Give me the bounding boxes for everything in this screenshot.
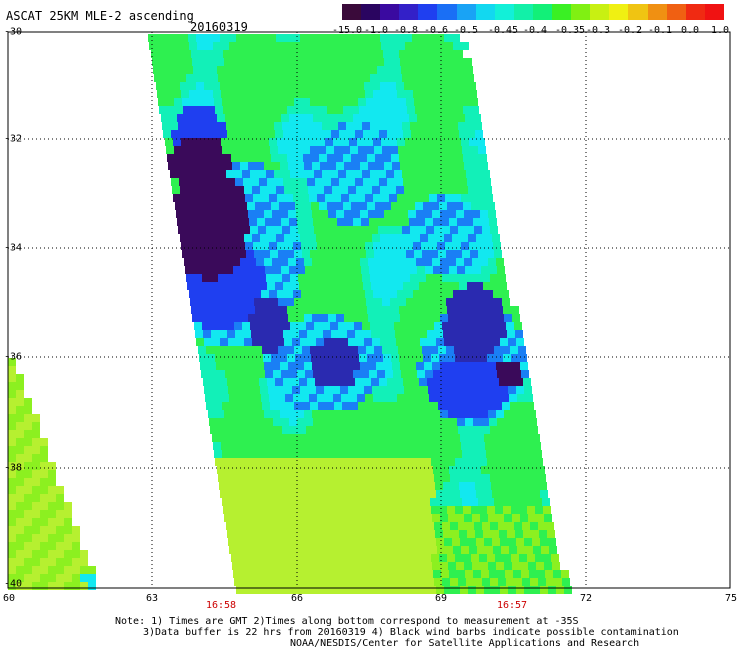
colorbar-segment [342,4,362,20]
colorbar-segment [666,4,686,20]
map-gridlines [8,32,730,588]
colorbar-segment [399,4,419,20]
colorbar-segment [628,4,648,20]
colorbar-label: -0.1 [647,25,673,36]
note-line-1: Note: 1) Times are GMT 2)Times along bot… [115,616,579,627]
left-swath [8,358,96,590]
colorbar-segment [609,4,629,20]
map-frame [7,31,731,589]
colorbar-segment [685,4,705,20]
y-tick-label: -30 [4,26,23,38]
product-date: 20160319 [190,20,248,34]
colorbar-segment [380,4,400,20]
x-tick-label: 66 [290,593,304,604]
colorbar-segment [437,4,457,20]
colorbar-label: -0.3 [585,25,611,36]
colorbar [342,4,724,20]
colorbar-label: 0.0 [680,25,700,36]
colorbar-segment [361,4,381,20]
x-tick-label: 69 [434,593,448,604]
colorbar-label: -0.2 [617,25,643,36]
swath-time-label: 16:58 [205,600,237,611]
y-tick-label: -34 [4,242,23,254]
y-tick-label: -36 [4,351,23,363]
colorbar-segment [532,4,553,20]
colorbar-label: -0.5 [453,25,479,36]
colorbar-segment [590,4,610,20]
colorbar-segment [704,4,724,20]
main-swath [148,34,572,594]
colorbar-label: -0.35 [554,25,586,36]
colorbar-segment [552,4,572,20]
colorbar-label: -0.8 [393,25,419,36]
x-tick-label: 63 [145,593,159,604]
product-title: ASCAT 25KM MLE-2 ascending [6,9,194,23]
note-line-2: 3)Data buffer is 22 hrs from 20160319 4)… [143,627,679,638]
y-tick-label: -38 [4,462,23,474]
x-tick-label: 75 [724,593,738,604]
y-tick-label: -40 [4,578,23,590]
colorbar-segment [456,4,476,20]
colorbar-label: -0.4 [522,25,548,36]
colorbar-label: -1.0 [363,25,389,36]
note-line-3: NOAA/NESDIS/Center for Satellite Applica… [290,638,640,649]
colorbar-segment [513,4,533,20]
colorbar-segment [494,4,514,20]
colorbar-segment [571,4,591,20]
y-tick-label: -32 [4,133,23,145]
colorbar-label: -0.45 [487,25,519,36]
colorbar-segment [647,4,667,20]
x-tick-label: 60 [2,593,16,604]
swath-time-label: 16:57 [496,600,528,611]
x-tick-label: 72 [579,593,593,604]
colorbar-segment [475,4,495,20]
colorbar-label: 1.0 [710,25,730,36]
colorbar-segment [418,4,438,20]
colorbar-label: -15.0 [331,25,363,36]
colorbar-label: -0.6 [423,25,449,36]
